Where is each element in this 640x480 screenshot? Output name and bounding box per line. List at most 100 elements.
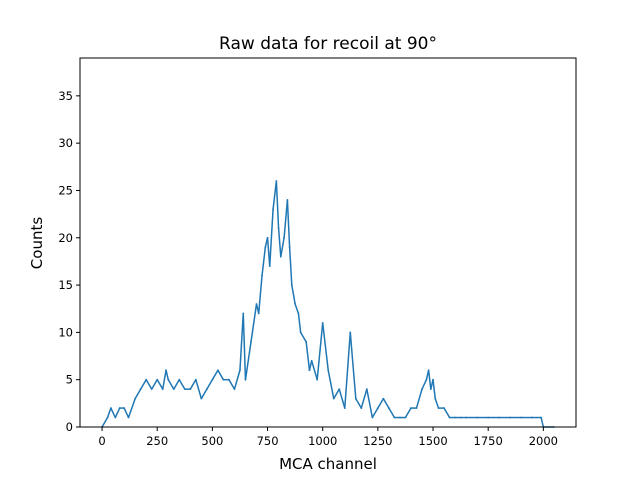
y-tick-label: 5 <box>66 373 73 387</box>
data-point <box>376 407 379 409</box>
data-point <box>165 369 167 372</box>
data-point <box>118 407 121 409</box>
data-line-segment <box>200 388 208 399</box>
data-point <box>161 388 164 391</box>
y-tick-label: 15 <box>58 278 73 292</box>
data-point <box>150 388 153 391</box>
data-point <box>257 312 260 315</box>
data-line-segment <box>145 379 153 390</box>
data-line-segment <box>156 379 164 390</box>
data-point <box>443 407 445 409</box>
data-point <box>156 378 159 381</box>
plot-area <box>101 180 555 428</box>
data-point <box>465 416 468 419</box>
data-point <box>354 397 357 400</box>
y-axis: 0 5 10 15 20 25 30 35 <box>58 89 80 434</box>
data-line-segment <box>101 417 109 428</box>
data-point <box>222 378 225 381</box>
data-point <box>268 265 271 268</box>
data-line-segment <box>291 284 296 305</box>
data-line-segment <box>239 313 245 371</box>
data-point <box>261 274 263 277</box>
data-point <box>194 378 197 381</box>
data-point <box>310 359 313 362</box>
data-point <box>448 416 451 419</box>
data-point <box>382 397 385 400</box>
data-line-segment <box>382 398 390 409</box>
data-point <box>127 416 130 419</box>
data-line-segment <box>305 341 311 371</box>
data-point <box>264 246 267 249</box>
x-tick-label: 1750 <box>474 434 503 448</box>
data-point <box>109 407 112 409</box>
data-point <box>393 416 396 419</box>
data-point <box>239 369 241 372</box>
data-point <box>286 199 289 201</box>
data-point <box>233 388 236 391</box>
data-line-segment <box>540 417 545 428</box>
data-line-segment <box>206 379 214 390</box>
data-point <box>371 416 374 419</box>
data-line-segment <box>443 407 451 418</box>
data-line-segment <box>269 209 274 267</box>
data-point <box>178 378 181 381</box>
data-line-segment <box>106 407 112 418</box>
data-point <box>228 378 230 381</box>
data-line-segment <box>404 407 412 418</box>
data-line-segment <box>377 398 385 409</box>
data-point <box>425 378 428 381</box>
data-point <box>399 416 401 419</box>
data-line-segment <box>110 407 116 418</box>
data-point <box>437 407 440 409</box>
data-point <box>145 378 148 381</box>
data-point <box>167 378 170 381</box>
data-line-segment <box>173 379 180 390</box>
data-point <box>343 407 346 409</box>
x-tick-label: 2000 <box>529 434 558 448</box>
data-point <box>123 407 126 409</box>
data-line-segment <box>244 341 252 380</box>
x-axis: 0 250 500 750 1000 1250 1500 1750 2000 <box>98 427 558 448</box>
x-tick-label: 250 <box>146 434 168 448</box>
x-axis-label: MCA channel <box>279 455 377 473</box>
data-line-segment <box>140 379 147 390</box>
y-tick-label: 25 <box>58 183 73 197</box>
data-line-segment <box>360 388 368 409</box>
data-point <box>205 388 208 391</box>
data-point <box>250 340 252 343</box>
data-point <box>427 369 430 372</box>
data-line-segment <box>114 407 121 418</box>
data-point <box>338 388 341 391</box>
data-point <box>365 388 368 391</box>
data-point <box>283 236 285 239</box>
data-point <box>244 378 247 381</box>
data-line-segment <box>261 247 267 276</box>
data-point <box>217 369 219 372</box>
data-point <box>305 340 308 343</box>
data-point <box>476 416 479 419</box>
data-line-segment <box>344 332 352 409</box>
data-line-segment <box>283 199 289 238</box>
data-line-segment <box>178 379 186 390</box>
data-point <box>297 312 300 315</box>
data-line-segment <box>189 379 197 390</box>
data-line-segment <box>242 313 247 380</box>
data-line-segment <box>277 228 282 257</box>
data-point <box>459 416 462 419</box>
data-line-segment <box>228 379 236 390</box>
data-point <box>272 208 274 211</box>
data-line-segment <box>371 407 379 418</box>
data-point <box>134 397 137 400</box>
data-line-segment <box>286 199 291 248</box>
data-point <box>114 416 117 419</box>
data-line-segment <box>257 275 263 314</box>
data-line-segment <box>333 388 340 399</box>
x-tick-label: 0 <box>98 434 105 448</box>
data-point <box>520 416 523 419</box>
data-line-segment <box>297 313 302 333</box>
data-line-segment <box>151 379 158 390</box>
data-line-segment <box>321 322 329 371</box>
data-point <box>327 369 330 372</box>
y-axis-label: Counts <box>28 217 46 270</box>
data-point <box>540 416 543 419</box>
